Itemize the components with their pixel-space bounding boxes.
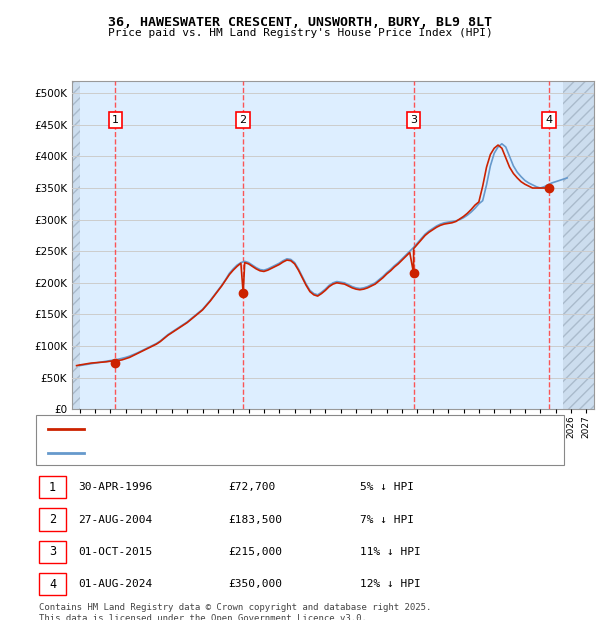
Text: £215,000: £215,000 <box>228 547 282 557</box>
Text: 12% ↓ HPI: 12% ↓ HPI <box>360 579 421 589</box>
Text: Contains HM Land Registry data © Crown copyright and database right 2025.
This d: Contains HM Land Registry data © Crown c… <box>39 603 431 620</box>
Text: Price paid vs. HM Land Registry's House Price Index (HPI): Price paid vs. HM Land Registry's House … <box>107 28 493 38</box>
Text: 30-APR-1996: 30-APR-1996 <box>78 482 152 492</box>
Text: 2: 2 <box>239 115 247 125</box>
Text: 11% ↓ HPI: 11% ↓ HPI <box>360 547 421 557</box>
Bar <box>72 81 80 409</box>
Text: 7% ↓ HPI: 7% ↓ HPI <box>360 515 414 525</box>
Text: 1: 1 <box>49 481 56 494</box>
Text: 27-AUG-2004: 27-AUG-2004 <box>78 515 152 525</box>
Text: £72,700: £72,700 <box>228 482 275 492</box>
Text: £183,500: £183,500 <box>228 515 282 525</box>
Text: £350,000: £350,000 <box>228 579 282 589</box>
Text: 01-OCT-2015: 01-OCT-2015 <box>78 547 152 557</box>
Text: 3: 3 <box>410 115 417 125</box>
Text: 2: 2 <box>49 513 56 526</box>
Bar <box>72 81 80 409</box>
Text: 3: 3 <box>49 546 56 558</box>
Text: 1: 1 <box>112 115 119 125</box>
Text: 4: 4 <box>49 578 56 590</box>
Text: 36, HAWESWATER CRESCENT, UNSWORTH, BURY, BL9 8LT: 36, HAWESWATER CRESCENT, UNSWORTH, BURY,… <box>108 16 492 29</box>
Text: 4: 4 <box>545 115 553 125</box>
Text: 36, HAWESWATER CRESCENT, UNSWORTH, BURY, BL9 8LT (detached house): 36, HAWESWATER CRESCENT, UNSWORTH, BURY,… <box>90 424 480 434</box>
Text: 5% ↓ HPI: 5% ↓ HPI <box>360 482 414 492</box>
Text: HPI: Average price, detached house, Bury: HPI: Average price, detached house, Bury <box>90 448 330 458</box>
Text: 01-AUG-2024: 01-AUG-2024 <box>78 579 152 589</box>
Bar <box>563 81 594 409</box>
